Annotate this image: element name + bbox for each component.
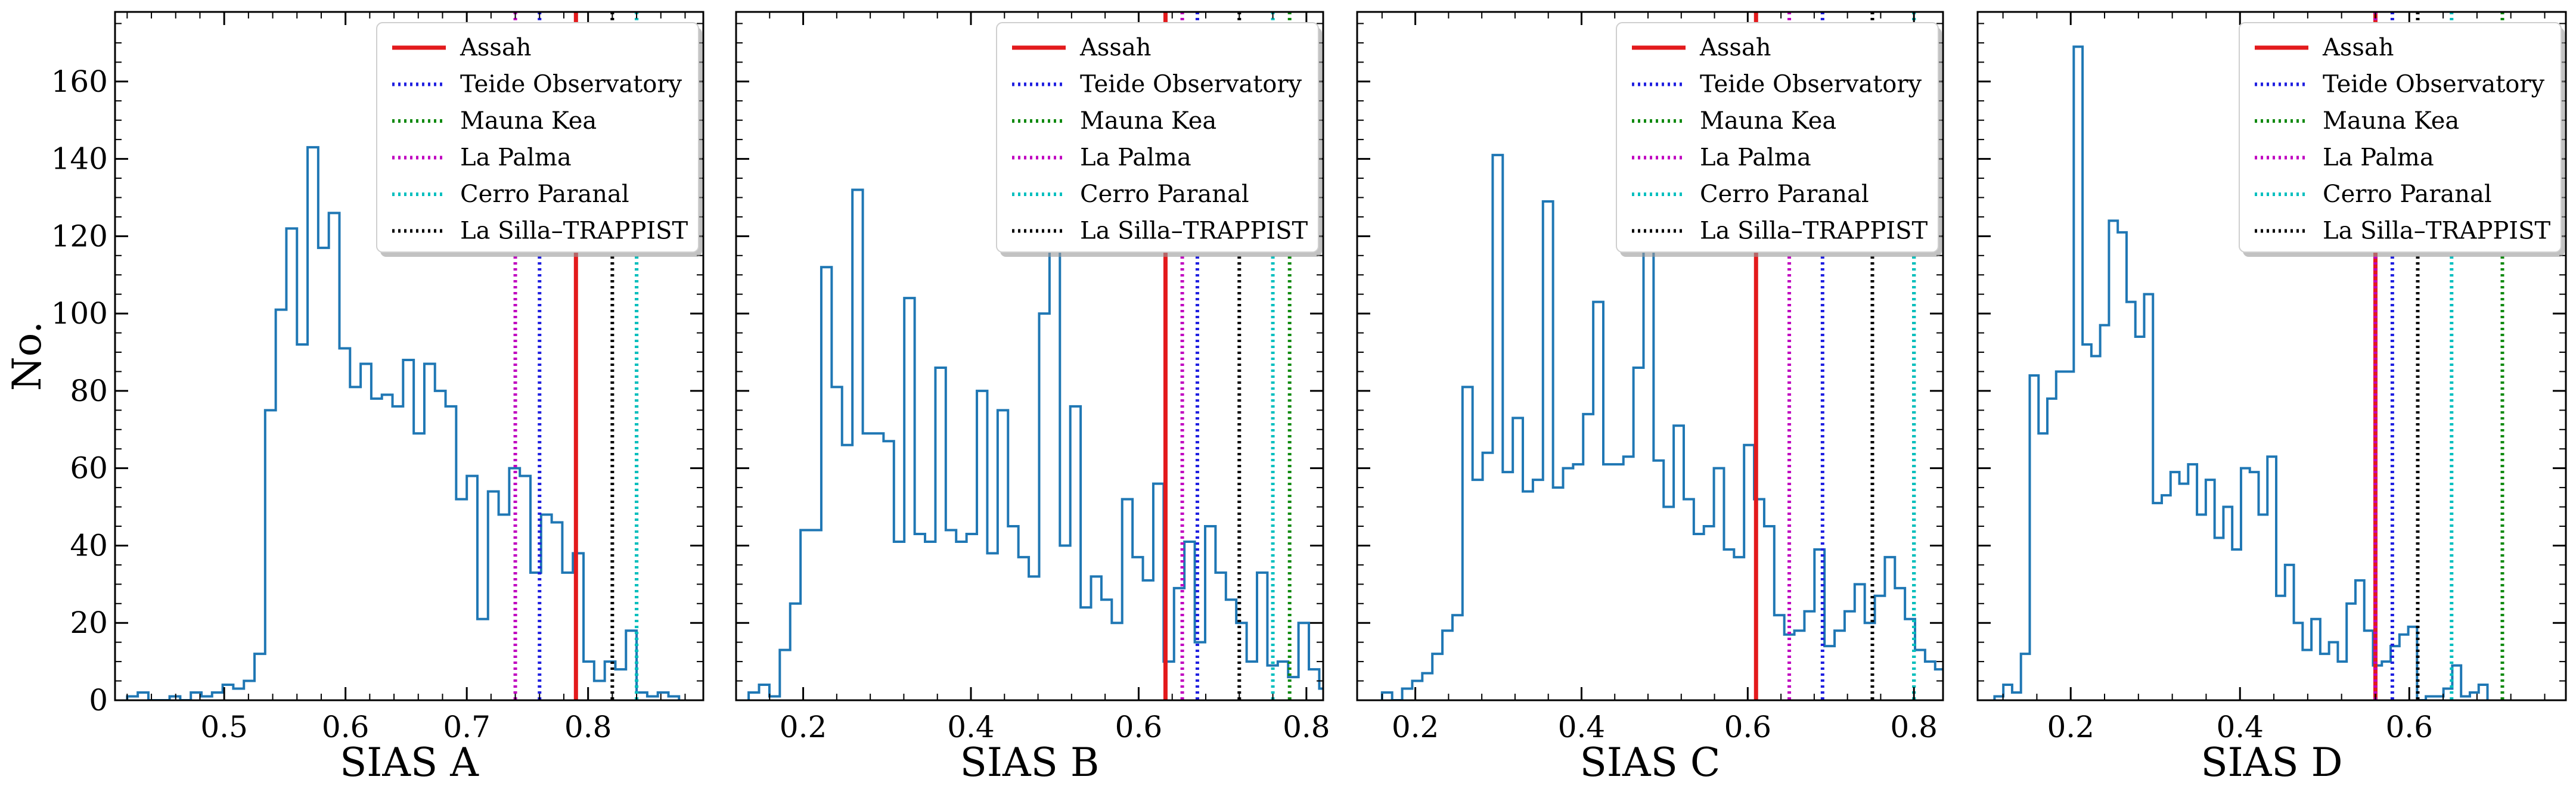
legend-label: Assah: [460, 34, 532, 61]
legend: Assah Teide Observatory Mauna Kea La Palma C…: [376, 22, 702, 257]
legend-box: [996, 22, 1319, 253]
legend-label: Cerro Paranal: [1700, 181, 1869, 208]
x-tick-label: 0.4: [2216, 710, 2264, 744]
x-tick-label: 0.8: [564, 710, 612, 744]
y-tick-label: 80: [70, 374, 108, 408]
legend-label: La Palma: [2323, 144, 2434, 172]
x-tick-label: 0.4: [1558, 710, 1606, 744]
legend-box: [2239, 22, 2562, 253]
x-tick-label: 0.6: [1724, 710, 1772, 744]
x-axis-label: SIAS D: [2201, 740, 2342, 785]
legend-label: Teide Observatory: [1700, 71, 1922, 98]
x-tick-label: 0.2: [780, 710, 827, 744]
y-tick-label: 0: [89, 683, 108, 718]
legend-label: Mauna Kea: [1080, 107, 1216, 135]
x-tick-label: 0.6: [2386, 710, 2434, 744]
histogram-series-3: [1380, 154, 1943, 700]
axes-frame: [1976, 11, 2567, 701]
y-tick-label: 100: [51, 296, 108, 331]
legend-box: [1616, 22, 1939, 253]
x-tick-label: 0.8: [1283, 710, 1330, 744]
x-axis-label: SIAS C: [1580, 740, 1721, 785]
histogram-series-2: [747, 188, 1323, 700]
legend-label: La Palma: [1080, 144, 1191, 172]
legend-label: La Silla–TRAPPIST: [1700, 218, 1928, 245]
legend-label: La Silla–TRAPPIST: [460, 218, 688, 245]
panel-3: 0.2 0.4 0.6 0.8 SIAS C Assah Teide Observatory…: [1356, 11, 1944, 785]
legend-label: Cerro Paranal: [460, 181, 629, 208]
legend: Assah Teide Observatory Mauna Kea La Palma C…: [1616, 22, 1942, 257]
panel-1: 0.5 0.6 0.7 0.8 0 20 40 60 80 100 120 140 160 SIAS A N…: [4, 11, 704, 785]
legend-label: Assah: [2322, 34, 2394, 61]
axes-frame: [114, 11, 704, 701]
legend: Assah Teide Observatory Mauna Kea La Palma C…: [2239, 22, 2565, 257]
x-tick-label: 0.5: [200, 710, 248, 744]
legend-label: La Silla–TRAPPIST: [1080, 218, 1308, 245]
legend-label: La Silla–TRAPPIST: [2323, 218, 2550, 245]
x-tick-label: 0.2: [2047, 710, 2094, 744]
x-tick-label: 0.7: [443, 710, 491, 744]
legend-label: Mauna Kea: [460, 107, 597, 135]
y-tick-label: 140: [51, 142, 108, 176]
x-tick-label: 0.8: [1890, 710, 1938, 744]
histogram-series-4: [1993, 45, 2489, 700]
y-tick-label: 20: [70, 605, 108, 640]
y-tick-label: 120: [51, 219, 108, 253]
legend-label: Teide Observatory: [1080, 71, 1302, 98]
x-tick-label: 0.4: [947, 710, 995, 744]
legend-label: Mauna Kea: [1700, 107, 1836, 135]
legend-label: Teide Observatory: [460, 71, 682, 98]
y-tick-label: 160: [51, 64, 108, 99]
legend: Assah Teide Observatory Mauna Kea La Palma C…: [996, 22, 1322, 257]
legend-label: Mauna Kea: [2323, 107, 2459, 135]
x-axis-label: SIAS B: [960, 740, 1100, 785]
legend-label: La Palma: [460, 144, 572, 172]
panel-2: 0.2 0.4 0.6 0.8 SIAS B Assah Teide Observatory…: [735, 11, 1330, 785]
axes-frame: [1356, 11, 1944, 701]
legend-label: Assah: [1079, 34, 1152, 61]
legend-label: Cerro Paranal: [1080, 181, 1249, 208]
y-tick-label: 40: [70, 528, 108, 563]
x-tick-label: 0.6: [1115, 710, 1163, 744]
legend-label: Teide Observatory: [2323, 71, 2544, 98]
y-tick-label: 60: [70, 451, 108, 486]
legend-label: La Palma: [1700, 144, 1811, 172]
axes-frame: [735, 11, 1324, 701]
x-tick-label: 0.2: [1392, 710, 1439, 744]
legend-box: [376, 22, 699, 253]
histogram-series-1: [126, 146, 681, 700]
x-tick-label: 0.6: [322, 710, 370, 744]
y-axis-label: No.: [4, 321, 50, 391]
panel-4: 0.2 0.4 0.6 SIAS D Assah Teide Observatory Mau…: [1976, 11, 2567, 785]
x-axis-label: SIAS A: [340, 740, 479, 785]
legend-label: Cerro Paranal: [2323, 181, 2492, 208]
legend-label: Assah: [1699, 34, 1771, 61]
